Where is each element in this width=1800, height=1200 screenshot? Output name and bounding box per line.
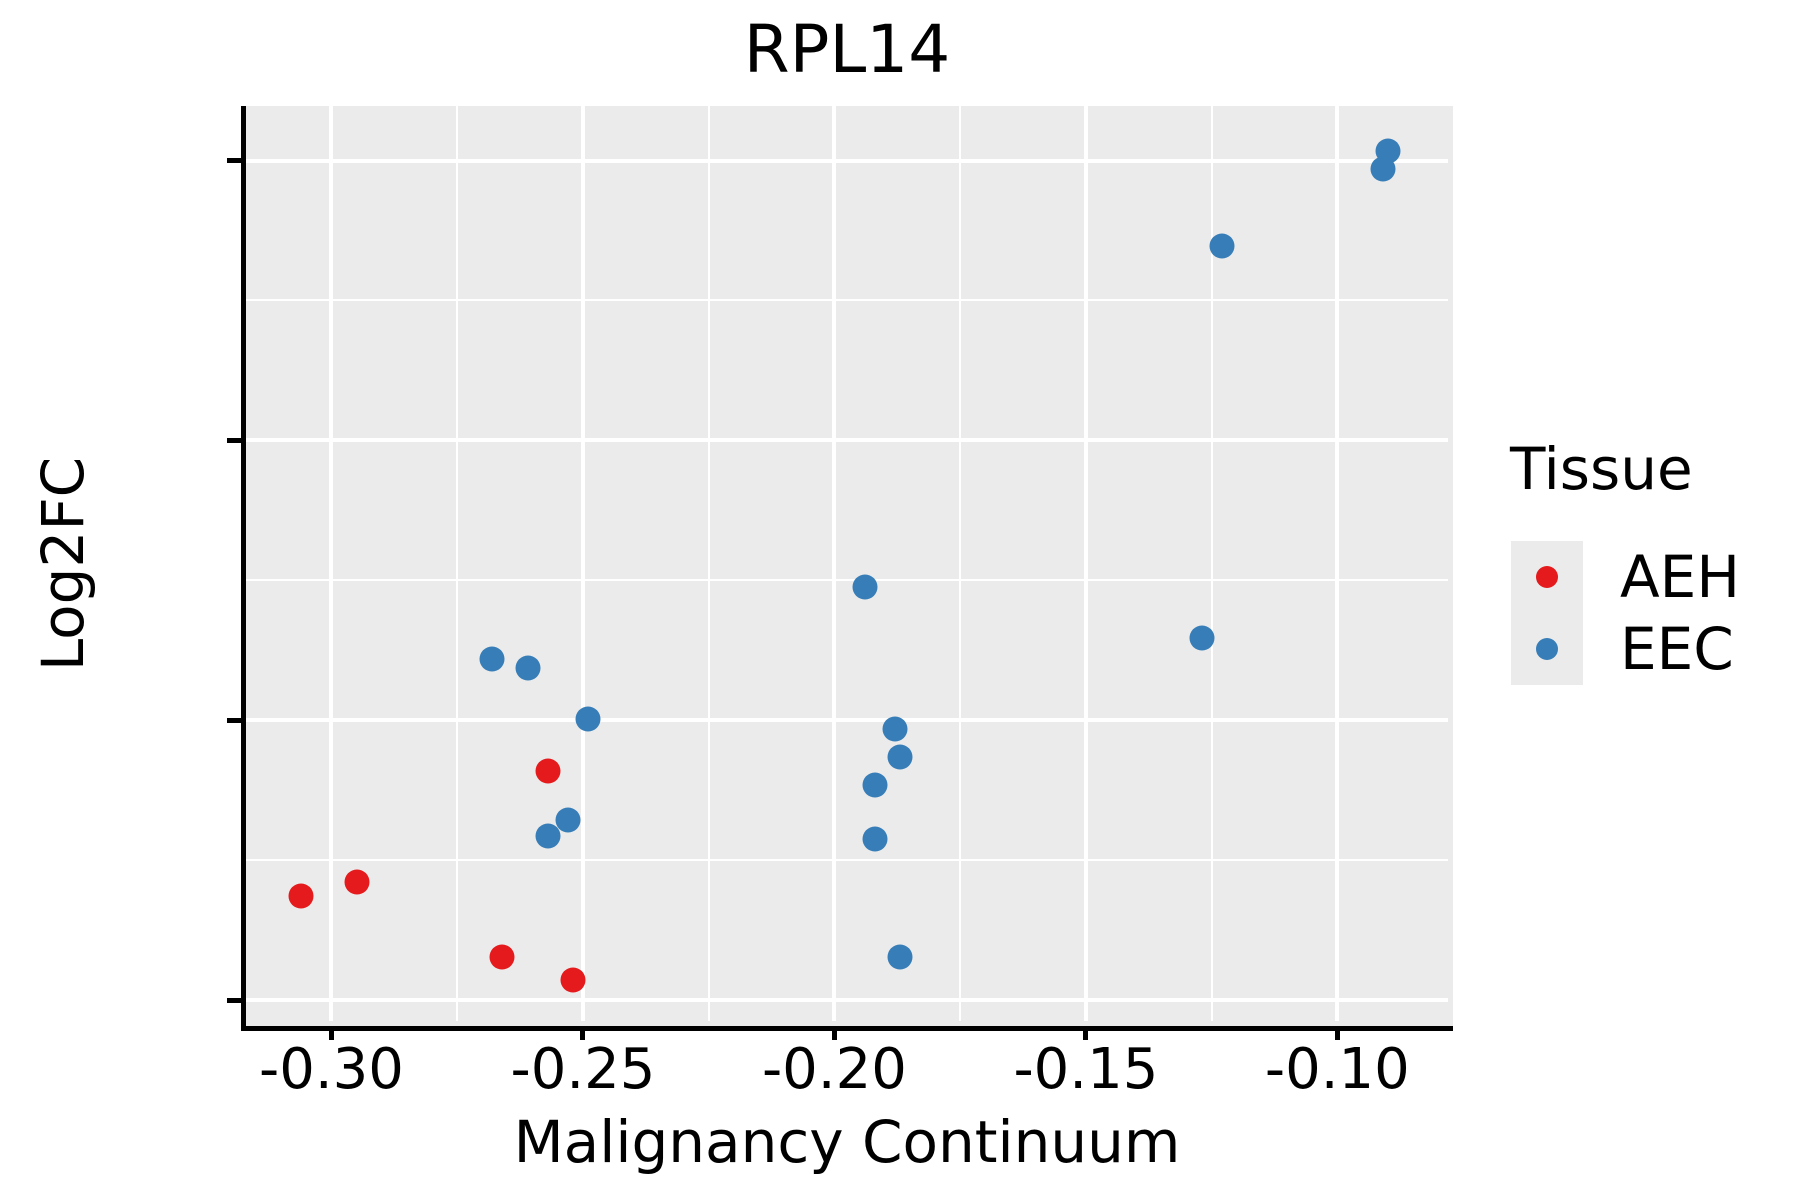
data-point-eec bbox=[862, 772, 888, 798]
x-tick bbox=[831, 1026, 837, 1040]
data-point-eec bbox=[887, 944, 913, 970]
x-major-gridline bbox=[1083, 106, 1088, 1021]
x-tick bbox=[580, 1026, 586, 1040]
legend-label: EEC bbox=[1620, 615, 1734, 683]
legend-dot-aeh bbox=[1536, 566, 1558, 588]
data-point-eec bbox=[575, 706, 601, 732]
y-major-gridline bbox=[246, 158, 1448, 163]
x-major-gridline bbox=[329, 106, 334, 1021]
y-tick bbox=[227, 158, 241, 164]
data-point-eec bbox=[882, 716, 908, 742]
y-tick bbox=[227, 717, 241, 723]
data-point-eec bbox=[1189, 625, 1215, 651]
x-tick bbox=[1083, 1026, 1089, 1040]
x-tick bbox=[1334, 1026, 1340, 1040]
y-minor-gridline bbox=[246, 579, 1448, 582]
y-minor-gridline bbox=[246, 299, 1448, 302]
x-tick-label: -0.10 bbox=[1264, 1037, 1410, 1102]
y-axis-title: Log2FC bbox=[29, 456, 97, 671]
legend-key bbox=[1511, 613, 1583, 685]
data-point-aeh bbox=[288, 883, 314, 909]
x-minor-gridline bbox=[707, 106, 710, 1021]
data-point-eec bbox=[1209, 233, 1235, 259]
data-point-aeh bbox=[489, 944, 515, 970]
data-point-eec bbox=[852, 574, 878, 600]
x-axis-title: Malignancy Continuum bbox=[513, 1108, 1181, 1176]
x-minor-gridline bbox=[456, 106, 459, 1021]
y-major-gridline bbox=[246, 438, 1448, 443]
data-point-eec bbox=[1375, 138, 1401, 164]
x-tick-label: -0.20 bbox=[761, 1037, 907, 1102]
x-minor-gridline bbox=[1210, 106, 1213, 1021]
data-point-eec bbox=[479, 646, 505, 672]
legend-title: Tissue bbox=[1510, 435, 1693, 503]
legend-key bbox=[1511, 541, 1583, 613]
data-point-eec bbox=[555, 807, 581, 833]
x-tick-label: -0.25 bbox=[510, 1037, 656, 1102]
plot-title: RPL14 bbox=[743, 11, 951, 88]
legend-dot-eec bbox=[1536, 638, 1558, 660]
data-point-eec bbox=[515, 655, 541, 681]
plot-area bbox=[241, 106, 1453, 1031]
x-major-gridline bbox=[1335, 106, 1340, 1021]
data-point-eec bbox=[887, 744, 913, 770]
x-tick-label: -0.15 bbox=[1013, 1037, 1159, 1102]
x-minor-gridline bbox=[959, 106, 962, 1021]
data-point-eec bbox=[535, 823, 561, 849]
y-tick bbox=[227, 437, 241, 443]
legend-label: AEH bbox=[1620, 543, 1740, 611]
x-major-gridline bbox=[580, 106, 585, 1021]
x-tick-label: -0.30 bbox=[259, 1037, 404, 1102]
data-point-aeh bbox=[344, 869, 370, 895]
data-point-aeh bbox=[535, 758, 561, 784]
x-major-gridline bbox=[832, 106, 837, 1021]
data-point-eec bbox=[862, 826, 888, 852]
y-axis-title-wrap: Log2FC bbox=[28, 106, 98, 1021]
x-tick bbox=[328, 1026, 334, 1040]
y-major-gridline bbox=[246, 718, 1448, 723]
y-minor-gridline bbox=[246, 859, 1448, 862]
data-point-aeh bbox=[560, 967, 586, 993]
y-tick bbox=[227, 997, 241, 1003]
y-major-gridline bbox=[246, 998, 1448, 1002]
